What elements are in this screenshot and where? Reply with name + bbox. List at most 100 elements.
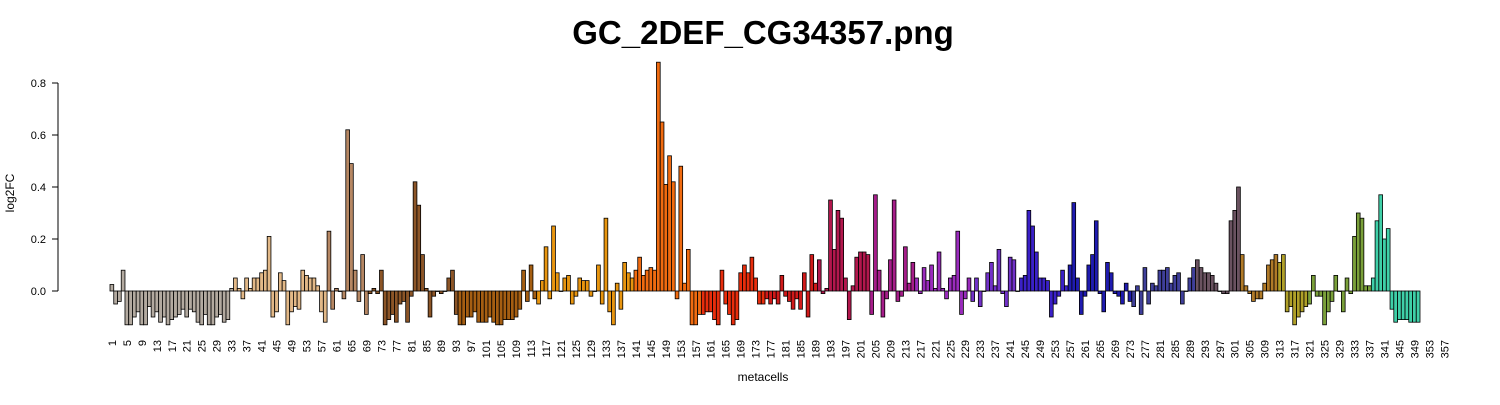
bar-252 xyxy=(1049,290,1054,318)
y-tick-label: 0.6 xyxy=(31,130,46,142)
bar-287 xyxy=(1180,290,1185,305)
bar-182 xyxy=(787,290,792,302)
bar-120 xyxy=(555,272,560,292)
bar-266 xyxy=(1101,290,1106,313)
bar-270 xyxy=(1116,290,1121,297)
bar-103 xyxy=(491,290,496,323)
bar-300 xyxy=(1228,220,1234,292)
bar-247 xyxy=(1030,225,1035,292)
bar-198 xyxy=(846,290,852,321)
bar-316 xyxy=(1288,290,1294,308)
bar-342 xyxy=(1385,228,1391,292)
x-tick-label: 113 xyxy=(526,340,538,358)
bar-69 xyxy=(364,290,369,315)
bar-111 xyxy=(521,269,526,292)
x-tick-label: 305 xyxy=(1245,340,1257,358)
bar-23 xyxy=(191,290,197,313)
bar-28 xyxy=(210,290,216,326)
bar-203 xyxy=(865,254,871,292)
bar-95 xyxy=(461,290,466,326)
x-tick-label: 125 xyxy=(571,340,583,358)
bar-148 xyxy=(659,121,665,292)
bar-336 xyxy=(1363,285,1368,292)
x-tick-label: 281 xyxy=(1155,340,1167,358)
bar-35 xyxy=(236,287,242,292)
bar-112 xyxy=(525,290,530,302)
bar-152 xyxy=(674,290,680,300)
bar-110 xyxy=(517,290,523,310)
bar-240 xyxy=(1004,290,1009,308)
y-axis-label: log2FC xyxy=(3,173,17,212)
bar-87 xyxy=(431,290,437,297)
bar-85 xyxy=(423,287,429,292)
x-tick-label: 253 xyxy=(1050,340,1062,358)
bar-4 xyxy=(120,269,126,292)
x-tick-label: 85 xyxy=(421,340,433,352)
x-tick-label: 293 xyxy=(1200,340,1212,358)
bar-77 xyxy=(394,290,399,323)
bar-43 xyxy=(266,235,272,292)
bar-24 xyxy=(195,290,201,323)
bar-349 xyxy=(1412,290,1417,323)
bar-248 xyxy=(1034,251,1039,292)
bar-184 xyxy=(794,290,800,300)
bar-22 xyxy=(188,290,193,310)
bar-211 xyxy=(895,290,901,302)
x-tick-label: 129 xyxy=(586,340,598,358)
x-tick-label: 93 xyxy=(451,340,463,352)
bar-38 xyxy=(248,287,253,292)
bar-75 xyxy=(386,290,392,321)
x-tick-label: 329 xyxy=(1335,340,1347,358)
bar-310 xyxy=(1266,264,1271,292)
bar-92 xyxy=(450,269,455,292)
x-tick-label: 145 xyxy=(646,340,658,358)
bar-191 xyxy=(820,290,826,294)
bar-177 xyxy=(768,290,773,305)
x-tick-label: 29 xyxy=(212,340,224,352)
bar-327 xyxy=(1329,290,1335,302)
x-tick-label: 261 xyxy=(1080,340,1092,358)
bar-128 xyxy=(584,280,590,292)
bar-131 xyxy=(596,264,601,292)
bar-99 xyxy=(476,290,481,323)
bar-213 xyxy=(903,246,908,292)
bar-93 xyxy=(453,290,459,315)
bar-303 xyxy=(1239,254,1245,292)
bar-222 xyxy=(936,251,942,292)
bar-255 xyxy=(1060,269,1065,292)
x-tick-label: 141 xyxy=(631,340,643,358)
x-tick-label: 205 xyxy=(870,340,882,358)
bars-group xyxy=(109,61,1421,326)
bar-185 xyxy=(798,290,803,310)
bar-7 xyxy=(132,290,137,318)
bar-81 xyxy=(409,290,414,297)
bar-249 xyxy=(1037,277,1043,292)
bar-243 xyxy=(1015,290,1020,292)
bar-241 xyxy=(1007,256,1013,292)
bar-27 xyxy=(206,290,212,326)
bar-37 xyxy=(244,277,249,292)
bar-15 xyxy=(161,290,167,318)
bar-170 xyxy=(742,264,747,292)
bar-202 xyxy=(861,251,867,292)
bar-343 xyxy=(1389,290,1395,310)
bar-245 xyxy=(1022,274,1028,292)
bar-137 xyxy=(618,290,624,310)
bar-345 xyxy=(1397,290,1402,321)
bar-49 xyxy=(289,290,294,313)
x-tick-label: 37 xyxy=(242,340,254,352)
x-tick-label: 277 xyxy=(1140,340,1152,358)
y-tick-label: 0.2 xyxy=(31,234,46,246)
bar-139 xyxy=(626,272,631,292)
bar-219 xyxy=(925,280,931,292)
bar-199 xyxy=(850,285,856,292)
bar-253 xyxy=(1052,290,1058,305)
x-tick-label: 177 xyxy=(766,340,778,358)
bar-168 xyxy=(734,290,740,321)
bar-265 xyxy=(1097,290,1103,294)
bar-136 xyxy=(614,282,620,292)
bar-164 xyxy=(719,269,725,292)
bar-73 xyxy=(379,269,384,292)
